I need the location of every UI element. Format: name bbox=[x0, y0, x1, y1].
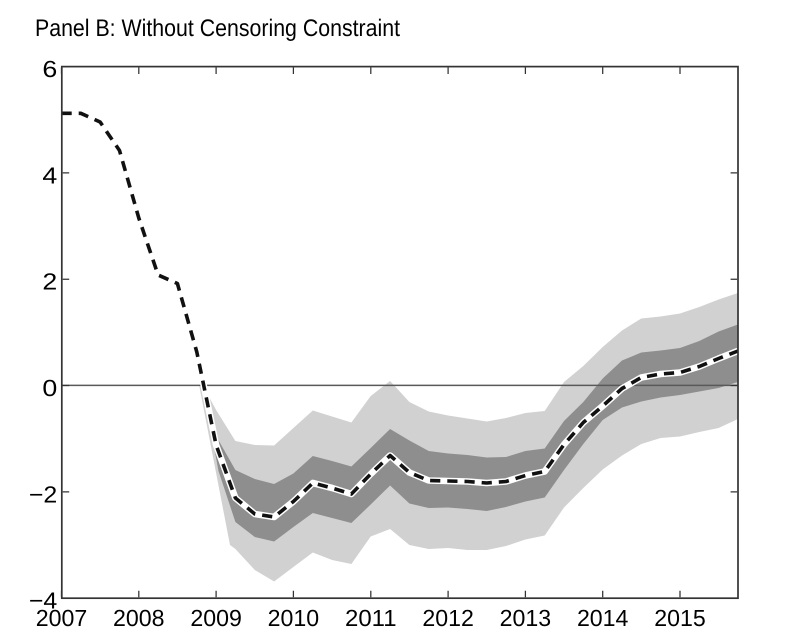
svg-text:0: 0 bbox=[42, 375, 57, 401]
svg-text:2009: 2009 bbox=[190, 605, 242, 631]
svg-text:Panel B: Without Censoring Con: Panel B: Without Censoring Constraint bbox=[35, 15, 400, 42]
svg-text:4: 4 bbox=[42, 162, 57, 188]
svg-text:2: 2 bbox=[42, 269, 57, 295]
svg-text:2013: 2013 bbox=[500, 605, 552, 631]
svg-text:2010: 2010 bbox=[268, 605, 320, 631]
svg-text:2008: 2008 bbox=[113, 605, 165, 631]
svg-text:6: 6 bbox=[42, 56, 57, 82]
svg-text:2014: 2014 bbox=[577, 605, 629, 631]
svg-text:2007: 2007 bbox=[36, 605, 88, 631]
svg-text:−4: −4 bbox=[29, 588, 57, 614]
svg-text:2011: 2011 bbox=[345, 605, 397, 631]
svg-text:2015: 2015 bbox=[654, 605, 706, 631]
svg-text:2012: 2012 bbox=[422, 605, 474, 631]
svg-text:−2: −2 bbox=[29, 481, 57, 507]
